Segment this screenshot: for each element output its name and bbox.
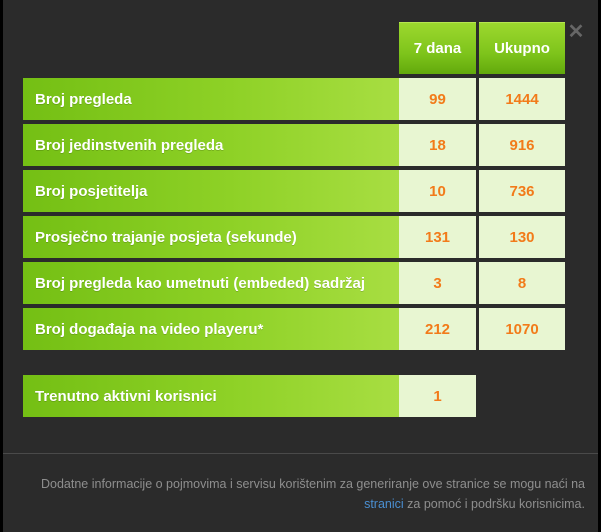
footer-text-before: Dodatne informacije o pojmovima i servis… — [40, 477, 585, 491]
value-7-days: 3 — [399, 262, 476, 304]
close-icon[interactable]: ✕ — [567, 21, 585, 43]
row-label: Prosječno trajanje posjeta (sekunde) — [23, 216, 399, 258]
value-7-days: 99 — [399, 78, 476, 120]
row-label: Broj posjetitelja — [23, 170, 399, 212]
divider — [3, 453, 598, 454]
stats-dialog: ✕ 7 dana Ukupno Broj pregleda 99 1444 Br… — [3, 0, 598, 532]
value-7-days: 131 — [399, 216, 476, 258]
value-total: 1070 — [479, 308, 565, 350]
value-total: 736 — [479, 170, 565, 212]
value-total: 8 — [479, 262, 565, 304]
value-7-days: 212 — [399, 308, 476, 350]
support-page-link[interactable]: stranici — [364, 497, 404, 511]
row-label: Broj pregleda — [23, 78, 399, 120]
column-header-7-days: 7 dana — [399, 22, 476, 74]
footer-text-after: za pomoć i podršku korisnicima. — [407, 497, 585, 511]
row-label: Broj pregleda kao umetnuti (embeded) sad… — [23, 262, 399, 304]
value-7-days: 10 — [399, 170, 476, 212]
value-total: 130 — [479, 216, 565, 258]
row-label: Broj događaja na video playeru* — [23, 308, 399, 350]
value-total: 1444 — [479, 78, 565, 120]
column-header-total: Ukupno — [479, 22, 565, 74]
value-7-days: 18 — [399, 124, 476, 166]
row-label: Broj jedinstvenih pregleda — [23, 124, 399, 166]
footer-info: Dodatne informacije o pojmovima i servis… — [19, 474, 585, 514]
value-total: 916 — [479, 124, 565, 166]
active-users-value: 1 — [399, 375, 476, 417]
active-users-label: Trenutno aktivni korisnici — [23, 375, 399, 417]
